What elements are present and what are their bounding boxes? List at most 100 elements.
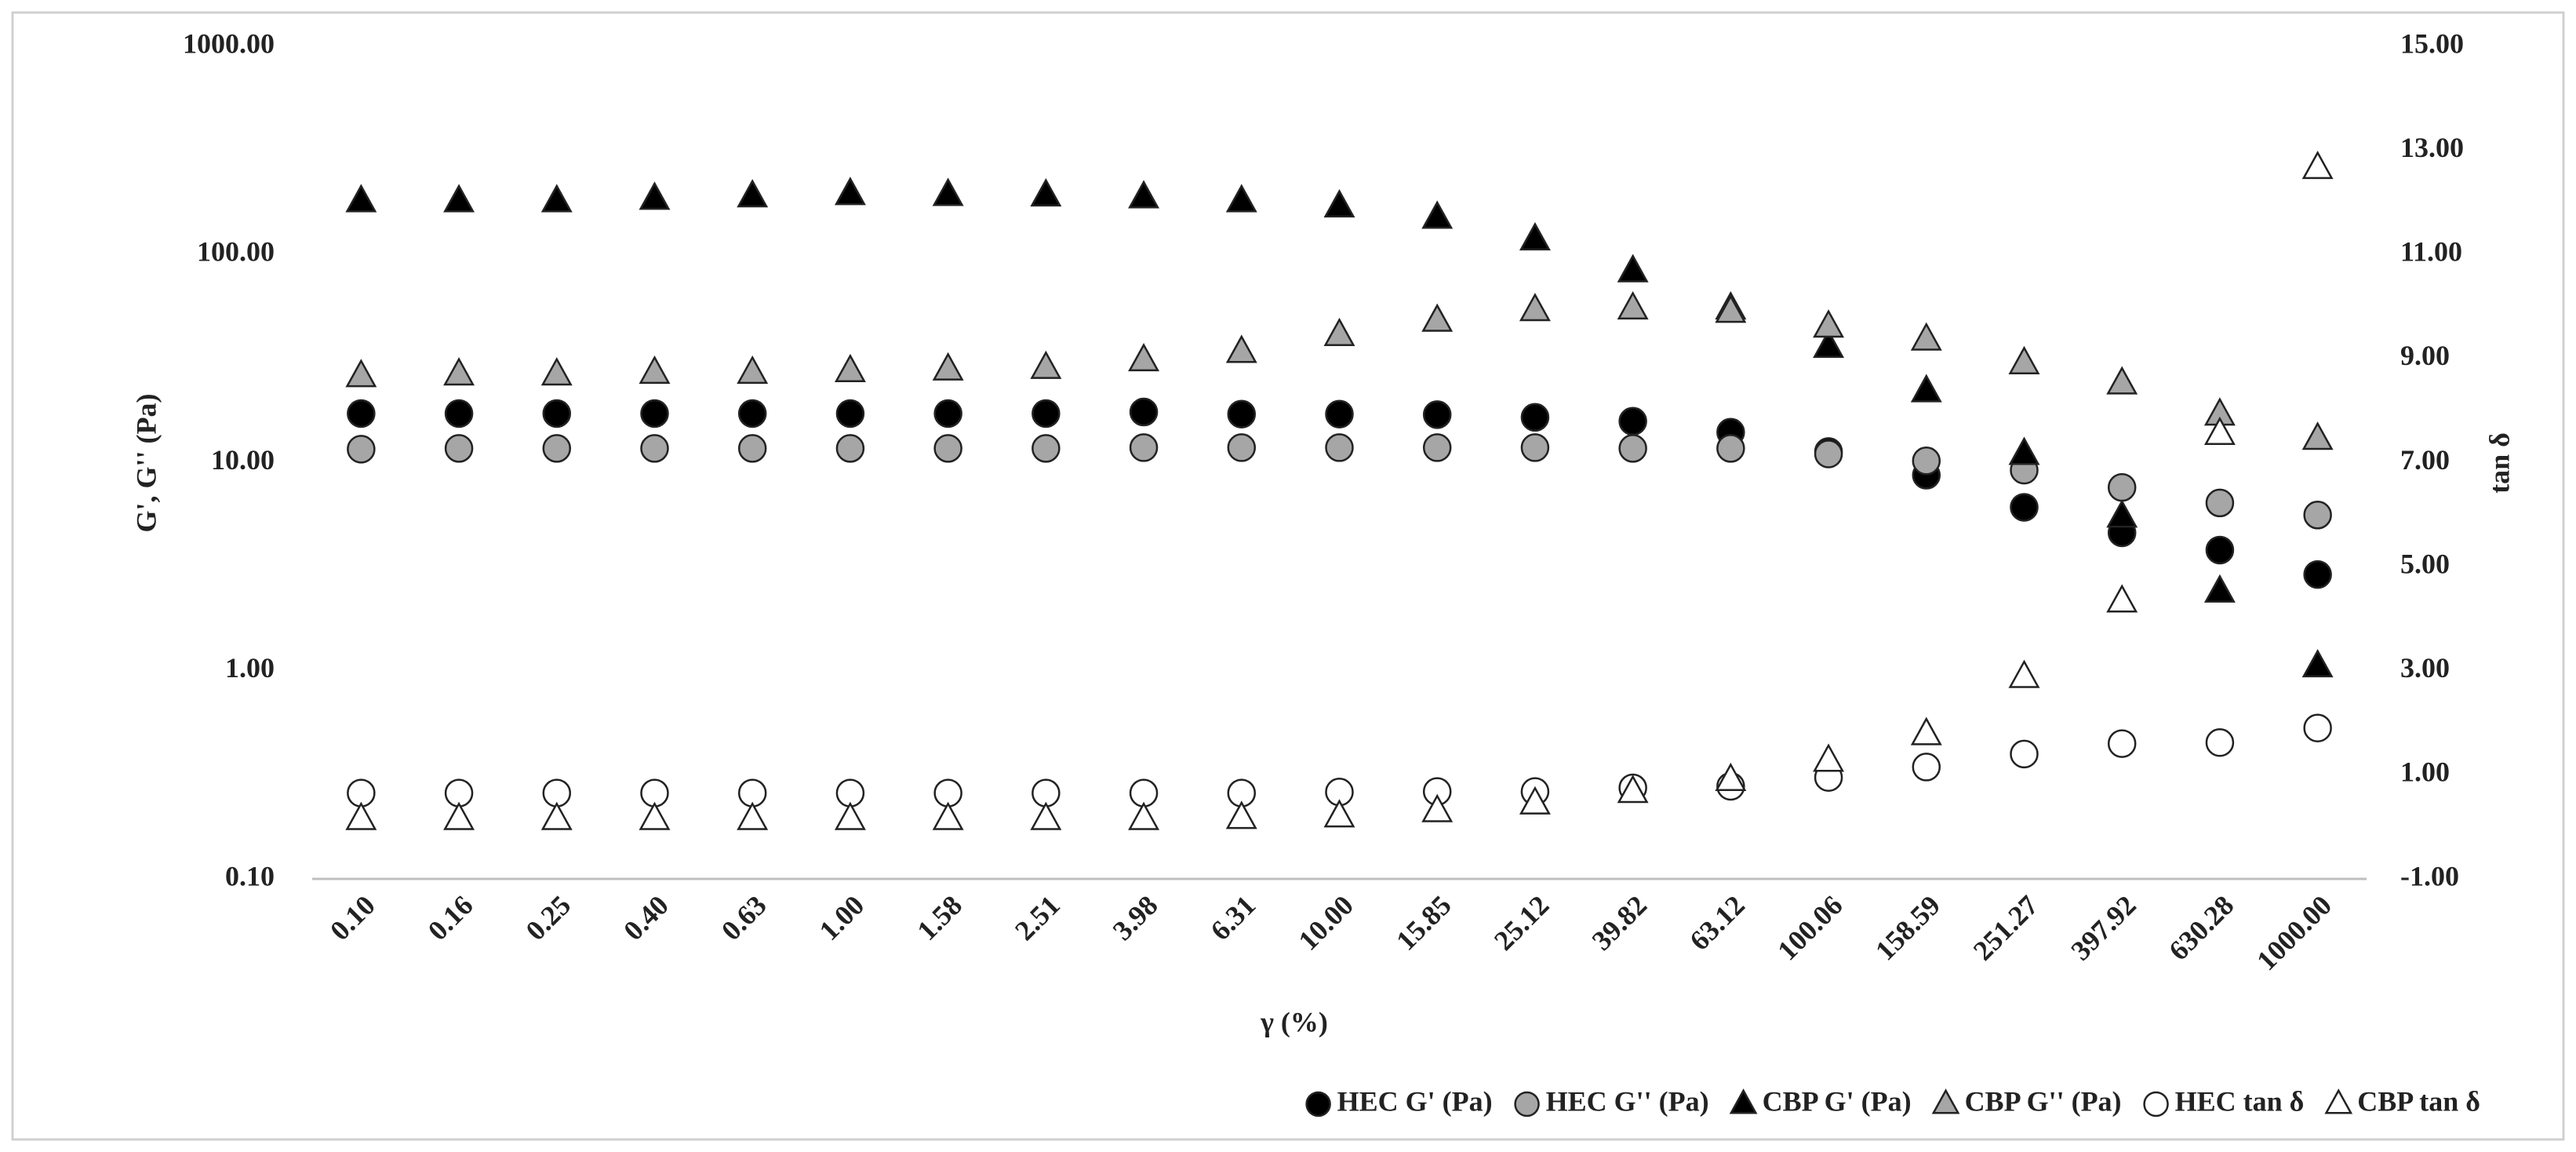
- data-point: [1421, 200, 1454, 229]
- data-point: [1128, 180, 1160, 209]
- data-point: [1422, 400, 1452, 429]
- data-point: [2303, 713, 2332, 742]
- data-point: [933, 434, 962, 463]
- y-tick-label: 10.00: [211, 444, 275, 476]
- y2-tick-label: 13.00: [2400, 132, 2464, 163]
- data-point: [1225, 800, 1257, 829]
- data-point: [1030, 177, 1062, 207]
- data-point: [2008, 436, 2040, 465]
- data-point: [444, 434, 474, 463]
- legend-label: HEC tan δ: [2175, 1085, 2305, 1117]
- y-tick-label: 1000.00: [183, 27, 275, 59]
- data-point: [2301, 421, 2334, 450]
- data-point: [1325, 433, 1354, 462]
- data-point: [640, 434, 669, 463]
- data-point: [639, 801, 671, 830]
- legend-marker: [1931, 1088, 1960, 1114]
- data-point: [640, 399, 669, 428]
- data-point: [1421, 793, 1454, 822]
- data-point: [443, 184, 475, 213]
- legend-label: HEC G' (Pa): [1337, 1085, 1493, 1117]
- data-point: [835, 399, 865, 428]
- data-point: [1716, 434, 1745, 463]
- y2-tick-label: 5.00: [2400, 548, 2450, 579]
- data-point: [540, 184, 573, 213]
- data-point: [2205, 488, 2235, 518]
- data-point: [1618, 406, 1647, 436]
- legend: HEC G' (Pa) HEC G'' (Pa) CBP G' (Pa) CBP G'…: [1305, 1085, 2480, 1117]
- data-point: [443, 801, 475, 830]
- data-point: [737, 355, 769, 385]
- chart-border: [11, 11, 2565, 1141]
- data-point: [347, 435, 376, 464]
- data-point: [1323, 188, 1355, 218]
- data-point: [2301, 151, 2334, 180]
- data-point: [2205, 535, 2235, 565]
- data-point: [540, 801, 573, 830]
- legend-marker: [1729, 1088, 1758, 1114]
- data-point: [1421, 303, 1454, 332]
- data-point: [1715, 294, 1747, 323]
- data-point: [2301, 648, 2334, 678]
- data-point: [1323, 317, 1355, 346]
- data-point: [1030, 350, 1062, 379]
- data-point: [1227, 399, 1257, 428]
- data-point: [1031, 399, 1061, 428]
- data-point: [1325, 399, 1354, 428]
- data-point: [1813, 309, 1845, 338]
- data-point: [2010, 493, 2039, 522]
- data-point: [2010, 739, 2039, 769]
- data-point: [1814, 439, 1843, 468]
- data-point: [2106, 584, 2138, 613]
- y-tick-label: 100.00: [197, 236, 275, 268]
- data-point: [2107, 729, 2137, 758]
- data-point: [542, 434, 572, 463]
- data-point: [2303, 501, 2332, 530]
- data-point: [345, 801, 377, 830]
- data-point: [834, 353, 866, 382]
- data-point: [1128, 801, 1160, 830]
- data-point: [2203, 574, 2236, 603]
- data-point: [443, 357, 475, 386]
- y2-tick-label: 3.00: [2400, 652, 2450, 684]
- data-point: [2106, 366, 2138, 395]
- data-point: [1912, 446, 1941, 476]
- data-point: [1617, 290, 1649, 320]
- data-point: [1912, 753, 1941, 782]
- data-point: [347, 399, 376, 428]
- legend-label: CBP G' (Pa): [1763, 1085, 1912, 1117]
- data-point: [737, 179, 769, 208]
- data-point: [1227, 433, 1257, 462]
- data-point: [1617, 775, 1649, 804]
- data-point: [1030, 801, 1062, 830]
- data-point: [737, 801, 769, 830]
- data-point: [1519, 786, 1551, 815]
- data-point: [540, 357, 573, 386]
- data-point: [834, 801, 866, 830]
- data-point: [1129, 433, 1159, 462]
- y2-tick-label: -1.00: [2400, 860, 2459, 891]
- data-point: [1813, 743, 1845, 772]
- data-point: [639, 181, 671, 210]
- data-point: [2303, 560, 2332, 589]
- y2-axis-title: tan δ: [2483, 432, 2515, 494]
- legend-marker: [2324, 1088, 2353, 1114]
- y2-tick-label: 1.00: [2400, 756, 2450, 788]
- legend-marker: [2143, 1091, 2169, 1117]
- data-point: [932, 177, 964, 206]
- legend-label: HEC G'' (Pa): [1546, 1085, 1709, 1117]
- data-point: [737, 399, 767, 428]
- legend-marker: [1305, 1091, 1331, 1117]
- data-point: [1129, 397, 1159, 427]
- data-point: [933, 399, 962, 428]
- data-point: [835, 434, 865, 463]
- data-point: [444, 399, 474, 428]
- data-point: [2106, 499, 2138, 528]
- data-point: [2205, 728, 2235, 757]
- data-point: [1519, 222, 1551, 251]
- data-point: [1617, 253, 1649, 283]
- legend-label: CBP G'' (Pa): [1965, 1085, 2122, 1117]
- data-point: [834, 177, 866, 206]
- data-point: [1910, 322, 1942, 351]
